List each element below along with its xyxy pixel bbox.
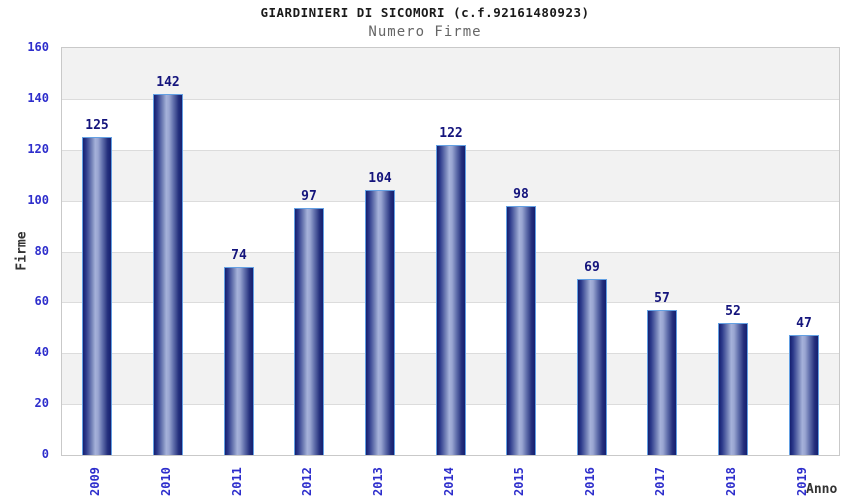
bar-value-label: 74 — [231, 248, 247, 263]
bar-value-label: 142 — [156, 75, 180, 90]
chart-subtitle: Numero Firme — [368, 24, 482, 40]
bar-2014 — [436, 145, 466, 455]
bar-2012 — [294, 208, 324, 455]
plot-area: 125 142 74 97 104 122 98 69 57 52 47 — [61, 47, 840, 456]
x-tick-label: 2011 — [230, 467, 244, 496]
bar-value-label: 98 — [513, 187, 529, 202]
bar-value-label: 97 — [301, 189, 317, 204]
bar-2015 — [506, 206, 536, 455]
bar-value-label: 104 — [368, 171, 392, 186]
bar-value-label: 122 — [439, 126, 463, 141]
x-tick-label: 2010 — [159, 467, 173, 496]
bar-value-label: 47 — [796, 316, 812, 331]
x-tick-label: 2013 — [371, 467, 385, 496]
x-tick-label: 2014 — [442, 467, 456, 496]
y-tick-label: 40 — [34, 345, 49, 360]
bar-2016 — [577, 279, 607, 455]
bar-value-label: 57 — [654, 291, 670, 306]
bar-value-label: 52 — [725, 304, 741, 319]
y-tick-label: 20 — [34, 396, 49, 411]
y-tick-label: 0 — [41, 447, 49, 461]
bar-2009 — [82, 137, 112, 455]
y-tick-label: 80 — [34, 243, 49, 258]
y-tick-label: 140 — [27, 90, 49, 105]
bar-2010 — [153, 94, 183, 455]
x-tick-label: 2017 — [653, 467, 667, 496]
chart-title: GIARDINIERI DI SICOMORI (c.f.92161480923… — [260, 5, 590, 20]
bar-2017 — [647, 310, 677, 455]
x-tick-label: 2012 — [300, 467, 314, 496]
y-tick-label: 100 — [27, 192, 49, 207]
gridline — [62, 99, 839, 100]
y-tick-label: 120 — [27, 141, 49, 156]
plot-band — [62, 98, 839, 150]
bar-2019 — [789, 335, 819, 455]
y-tick-label: 160 — [27, 40, 49, 54]
x-axis-title: Anno — [806, 482, 838, 497]
x-tick-label: 2009 — [88, 467, 102, 496]
bar-2011 — [224, 267, 254, 455]
plot-band — [62, 48, 839, 99]
bar-2018 — [718, 323, 748, 455]
x-tick-label: 2016 — [583, 467, 597, 496]
x-tick-label: 2015 — [512, 467, 526, 496]
x-tick-label: 2018 — [724, 467, 738, 496]
y-tick-label: 60 — [34, 294, 49, 309]
bar-2013 — [365, 190, 395, 455]
bar-value-label: 69 — [584, 260, 600, 275]
bar-value-label: 125 — [85, 118, 109, 133]
